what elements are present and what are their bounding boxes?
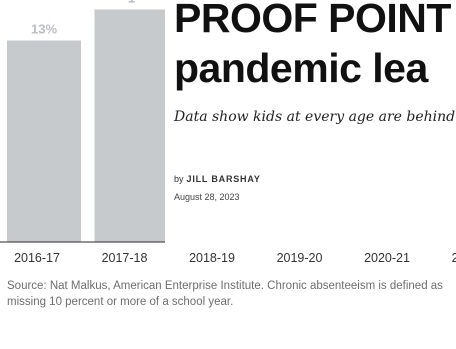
tick-label-2017-18: 2017-18 xyxy=(102,251,148,265)
byline: by JILL BARSHAY xyxy=(174,174,261,184)
publish-date: August 28, 2023 xyxy=(174,192,240,202)
author-link[interactable]: JILL BARSHAY xyxy=(186,174,261,184)
subheadline: Data show kids at every age are behind t xyxy=(174,109,456,125)
tick-label-2016-17: 2016-17 xyxy=(14,251,60,265)
value-label-2017-18: 1 xyxy=(128,0,135,6)
tick-label-2019-20: 2019-20 xyxy=(277,251,323,265)
tick-label-2018-19: 2018-19 xyxy=(189,251,235,265)
chart-value-labels: 13% 1 xyxy=(31,0,135,37)
headline-line-2: pandemic lea xyxy=(174,45,428,91)
tick-label-2020-21: 2020-21 xyxy=(364,251,410,265)
bar-2017-18 xyxy=(94,9,169,242)
chart-bars xyxy=(7,9,456,242)
x-axis-ticks: 2016-17 2017-18 2018-19 2019-20 2020-21 2021-… xyxy=(14,251,456,265)
chart-source-note: Source: Nat Malkus, American Enterprise … xyxy=(7,280,443,308)
tick-label-2021-22: 2021-22 xyxy=(452,251,456,265)
value-label-2016-17: 13% xyxy=(31,22,57,37)
headline[interactable]: PROOF POINT pandemic lea xyxy=(174,0,451,93)
byline-prefix: by xyxy=(174,174,184,184)
headline-line-1: PROOF POINT xyxy=(174,0,451,41)
bar-2016-17 xyxy=(7,40,81,242)
article-overlay: PROOF POINT pandemic lea Data show kids … xyxy=(165,0,456,245)
